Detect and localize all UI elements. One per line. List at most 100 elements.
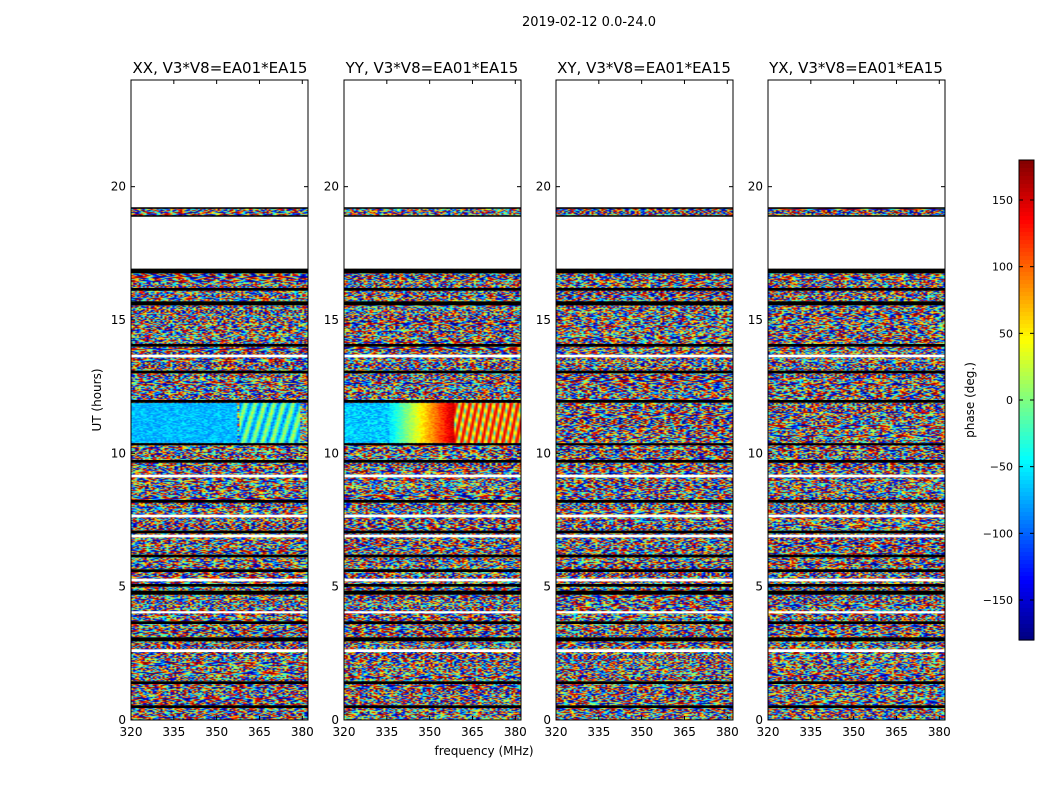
x-tick-label: 320 [545, 725, 568, 739]
flagged-row [131, 288, 308, 291]
flagged-row [131, 569, 308, 572]
colorbar-segment [1019, 532, 1034, 537]
colorbar-segment [1019, 548, 1034, 553]
x-tick-label: 350 [842, 725, 865, 739]
flagged-row [344, 344, 521, 347]
flagged-row [768, 400, 945, 403]
y-tick-label: 5 [331, 580, 339, 594]
flagged-row [344, 554, 521, 558]
x-tick-label: 350 [630, 725, 653, 739]
flagged-row [131, 590, 308, 595]
gap-row [768, 611, 945, 614]
gap-row [556, 578, 733, 582]
colorbar-segment [1019, 552, 1034, 557]
panel-yy: YY, V3*V8=EA01*EA15 320 335 350 365 380 0 5 10 1… [324, 59, 527, 739]
colorbar-segment [1019, 424, 1034, 429]
panel-title: YY, V3*V8=EA01*EA15 [345, 59, 519, 77]
y-tick-label: 20 [536, 180, 551, 194]
colorbar-segment [1019, 284, 1034, 289]
colorbar-segment [1019, 340, 1034, 345]
gap-row [768, 534, 945, 538]
colorbar-segment [1019, 216, 1034, 221]
colorbar-segment [1019, 184, 1034, 189]
colorbar-segment [1019, 444, 1034, 449]
flagged-row [768, 554, 945, 558]
colorbar-segment [1019, 432, 1034, 437]
colorbar-segment [1019, 400, 1034, 405]
colorbar-segment [1019, 420, 1034, 425]
colorbar-segment [1019, 240, 1034, 245]
gap-row [556, 514, 733, 518]
colorbar-segment [1019, 368, 1034, 373]
colorbar-segment [1019, 524, 1034, 529]
x-tick-label: 320 [757, 725, 780, 739]
flagged-row [131, 344, 308, 347]
colorbar-segment [1019, 504, 1034, 509]
colorbar-segment [1019, 564, 1034, 569]
axes-frame [555, 79, 734, 721]
gap-row [344, 514, 521, 518]
colorbar-segment [1019, 496, 1034, 501]
colorbar-segment [1019, 456, 1034, 461]
x-tick-label: 320 [120, 725, 143, 739]
x-tick-label: 335 [587, 725, 610, 739]
colorbar-segment [1019, 264, 1034, 269]
gap-row [768, 474, 945, 478]
panel-yx: YX, V3*V8=EA01*EA15 320 335 350 365 380 0 5 10 1… [748, 59, 951, 739]
colorbar-segment [1019, 168, 1034, 173]
flagged-row [344, 269, 521, 274]
colorbar-segment [1019, 272, 1034, 277]
colorbar-segment [1019, 324, 1034, 329]
colorbar-segment [1019, 352, 1034, 357]
x-tick-label: 350 [418, 725, 441, 739]
y-tick-label: 10 [748, 446, 763, 460]
colorbar-segment [1019, 384, 1034, 389]
colorbar-segment [1019, 188, 1034, 193]
colorbar-segment [1019, 252, 1034, 257]
gap-row [131, 649, 308, 652]
flagged-row [344, 584, 521, 587]
gap-row [556, 534, 733, 538]
flagged-row [344, 569, 521, 572]
colorbar-segment [1019, 568, 1034, 573]
y-tick-label: 15 [748, 313, 763, 327]
colorbar-segment [1019, 176, 1034, 181]
flagged-row [131, 705, 308, 708]
colorbar-segment [1019, 360, 1034, 365]
panel-xx: XX, V3*V8=EA01*EA15 320 335 350 365 380 0 5 10 1… [111, 59, 314, 739]
gap-row [344, 611, 521, 614]
panel-title: YX, V3*V8=EA01*EA15 [768, 59, 943, 77]
gap-row [768, 649, 945, 652]
flagged-row [344, 637, 521, 642]
gap-row [556, 474, 733, 478]
flagged-row [131, 370, 308, 374]
flagged-row [344, 301, 521, 306]
flagged-row [556, 443, 733, 446]
colorbar-segment [1019, 312, 1034, 317]
y-tick-label: 10 [536, 446, 551, 460]
panel-title: XX, V3*V8=EA01*EA15 [133, 59, 308, 77]
flagged-row [131, 530, 308, 534]
panel-title: XY, V3*V8=EA01*EA15 [557, 59, 731, 77]
flagged-row [768, 584, 945, 587]
gap-row [131, 514, 308, 518]
colorbar-segment [1019, 584, 1034, 589]
flagged-row [556, 370, 733, 374]
colorbar-segment [1019, 472, 1034, 477]
colorbar-segment [1019, 192, 1034, 197]
colorbar-segment [1019, 404, 1034, 409]
colorbar-segment [1019, 484, 1034, 489]
colorbar-segment [1019, 276, 1034, 281]
x-tick-label: 365 [461, 725, 484, 739]
colorbar-segment [1019, 164, 1034, 169]
colorbar-label: phase (deg.) [963, 362, 977, 438]
colorbar-segment [1019, 520, 1034, 525]
flagged-row [344, 590, 521, 595]
flagged-row [768, 637, 945, 642]
gap-row [768, 514, 945, 518]
flagged-row [556, 637, 733, 642]
flagged-row [768, 460, 945, 463]
colorbar-segment [1019, 512, 1034, 517]
colorbar-segment [1019, 408, 1034, 413]
colorbar-segment [1019, 172, 1034, 177]
